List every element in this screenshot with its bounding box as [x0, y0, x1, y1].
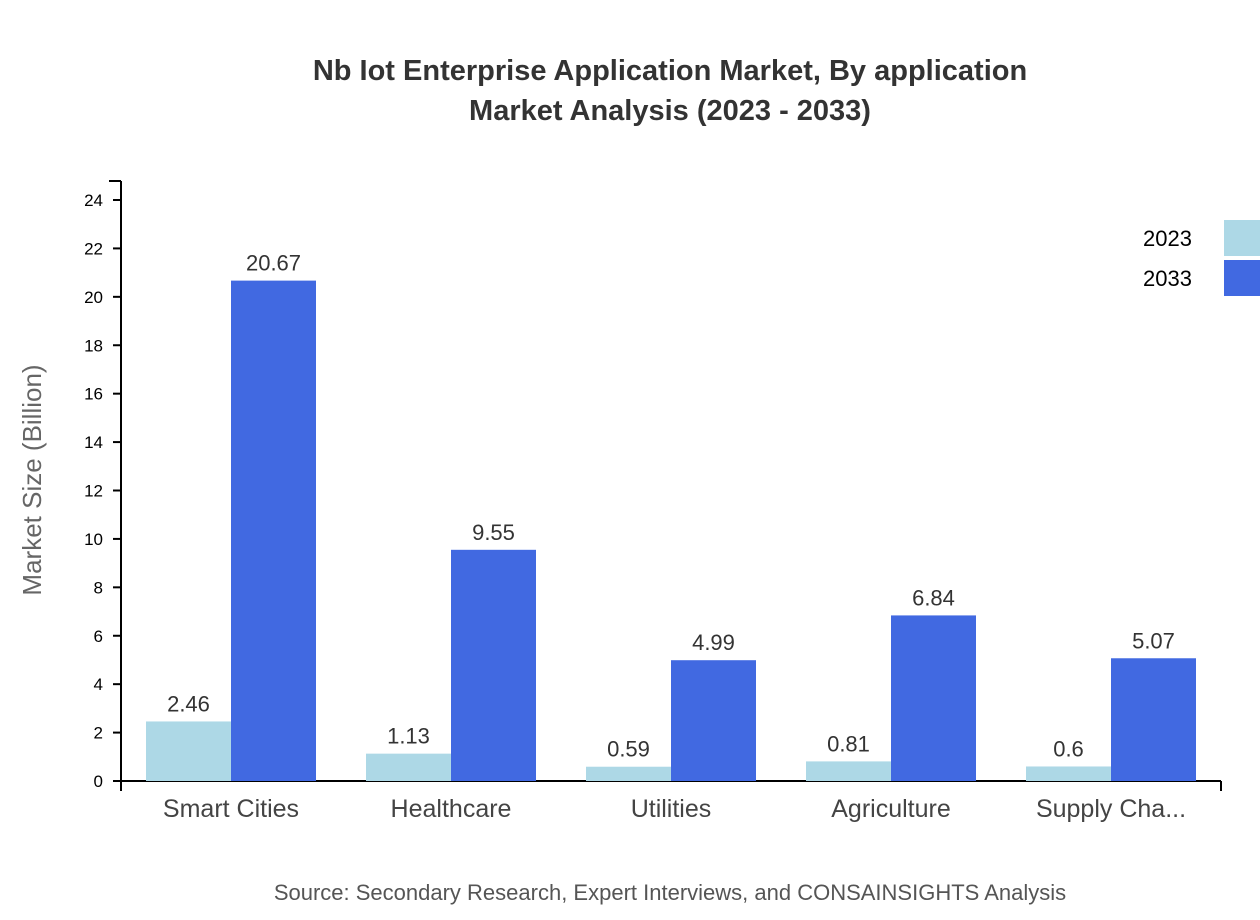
data-label: 9.55 — [472, 520, 515, 545]
y-tick-label: 18 — [84, 336, 103, 355]
y-tick-label: 2 — [94, 724, 103, 743]
bar-2023 — [586, 766, 671, 781]
bar-2033 — [891, 615, 976, 781]
legend-swatch — [1224, 220, 1260, 256]
data-label: 0.81 — [827, 731, 870, 756]
bar-2023 — [806, 761, 891, 781]
x-tick-label: Supply Cha... — [1036, 795, 1186, 823]
x-tick-label: Healthcare — [391, 795, 512, 823]
y-tick-label: 14 — [84, 433, 103, 452]
chart-title: Nb Iot Enterprise Application Market, By… — [313, 55, 1027, 87]
data-label: 6.84 — [912, 585, 955, 610]
y-tick-label: 20 — [84, 288, 103, 307]
data-label: 1.13 — [387, 724, 430, 749]
data-label: 2.46 — [167, 691, 210, 716]
data-label: 0.59 — [607, 737, 650, 762]
data-label: 20.67 — [246, 251, 301, 276]
y-tick-label: 6 — [94, 627, 103, 646]
y-tick-label: 10 — [84, 530, 103, 549]
y-tick-label: 12 — [84, 482, 103, 501]
chart-subtitle: Market Analysis (2023 - 2033) — [469, 95, 871, 127]
data-label: 5.07 — [1132, 628, 1175, 653]
bar-2023 — [146, 721, 231, 781]
y-tick-label: 22 — [84, 239, 103, 258]
y-axis-label: Market Size (Billion) — [17, 364, 47, 595]
y-tick-label: 16 — [84, 385, 103, 404]
bar-2023 — [1026, 766, 1111, 781]
data-label: 4.99 — [692, 630, 735, 655]
legend-label: 2023 — [1143, 226, 1192, 251]
y-tick-label: 0 — [94, 772, 103, 791]
legend-label: 2033 — [1143, 266, 1192, 291]
x-tick-label: Smart Cities — [163, 795, 299, 823]
bar-2033 — [231, 280, 316, 781]
bar-2033 — [671, 660, 756, 781]
x-tick-label: Utilities — [631, 795, 712, 823]
legend-swatch — [1224, 260, 1260, 296]
y-tick-label: 8 — [94, 578, 103, 597]
bar-2023 — [366, 753, 451, 781]
bar-2033 — [451, 549, 536, 781]
y-tick-label: 4 — [94, 675, 103, 694]
y-tick-label: 24 — [84, 191, 103, 210]
source-note: Source: Secondary Research, Expert Inter… — [274, 880, 1066, 905]
x-tick-label: Agriculture — [831, 795, 951, 823]
data-label: 0.6 — [1053, 736, 1084, 761]
bar-2033 — [1111, 658, 1196, 781]
